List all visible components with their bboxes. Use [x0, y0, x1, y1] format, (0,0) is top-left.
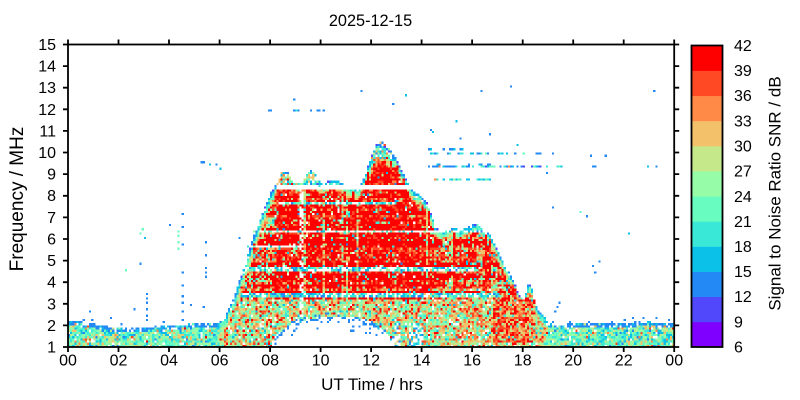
- svg-text:21: 21: [734, 214, 752, 231]
- svg-text:42: 42: [734, 38, 752, 55]
- svg-text:5: 5: [47, 253, 56, 270]
- svg-text:16: 16: [463, 353, 481, 370]
- svg-text:06: 06: [211, 353, 229, 370]
- svg-text:36: 36: [734, 88, 752, 105]
- svg-text:13: 13: [38, 80, 56, 97]
- svg-text:6: 6: [734, 340, 743, 357]
- svg-text:04: 04: [160, 353, 178, 370]
- svg-text:39: 39: [734, 63, 752, 80]
- svg-text:18: 18: [734, 239, 752, 256]
- svg-text:14: 14: [413, 353, 431, 370]
- svg-text:2: 2: [47, 318, 56, 335]
- svg-text:10: 10: [312, 353, 330, 370]
- svg-text:12: 12: [734, 289, 752, 306]
- svg-text:33: 33: [734, 113, 752, 130]
- svg-text:15: 15: [734, 264, 752, 281]
- svg-text:18: 18: [514, 353, 532, 370]
- svg-text:11: 11: [39, 123, 56, 140]
- svg-text:15: 15: [38, 37, 56, 54]
- svg-text:12: 12: [38, 102, 56, 119]
- svg-text:12: 12: [362, 353, 380, 370]
- svg-text:8: 8: [47, 188, 56, 205]
- svg-text:9: 9: [47, 167, 56, 184]
- svg-text:Signal to Noise Ratio SNR / dB: Signal to Noise Ratio SNR / dB: [766, 76, 785, 310]
- svg-text:1: 1: [47, 340, 56, 357]
- svg-text:3: 3: [47, 296, 56, 313]
- svg-text:30: 30: [734, 139, 752, 156]
- svg-text:00: 00: [665, 353, 683, 370]
- svg-text:20: 20: [564, 353, 582, 370]
- svg-text:4: 4: [47, 275, 56, 292]
- svg-text:00: 00: [59, 353, 77, 370]
- svg-text:14: 14: [38, 59, 56, 76]
- svg-text:27: 27: [734, 164, 752, 181]
- svg-text:UT Time / hrs: UT Time / hrs: [321, 375, 423, 394]
- svg-text:9: 9: [734, 314, 743, 331]
- svg-text:2025-12-15: 2025-12-15: [329, 12, 412, 30]
- svg-text:Frequency / MHz: Frequency / MHz: [7, 127, 28, 272]
- svg-text:02: 02: [110, 353, 128, 370]
- svg-text:08: 08: [261, 353, 279, 370]
- svg-text:7: 7: [47, 210, 56, 227]
- svg-text:6: 6: [47, 232, 56, 249]
- svg-text:24: 24: [734, 189, 752, 206]
- svg-text:22: 22: [615, 353, 633, 370]
- svg-text:10: 10: [38, 145, 56, 162]
